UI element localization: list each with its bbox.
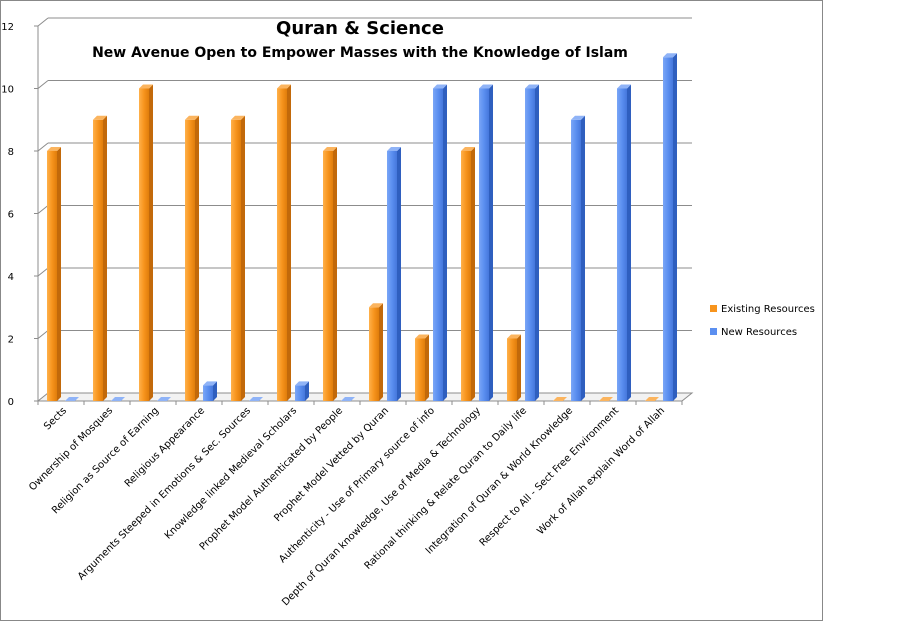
bar-top-0: [323, 147, 337, 151]
bar-0: [277, 88, 287, 401]
y-tick-label: 0: [8, 397, 14, 408]
bar-1: [295, 385, 305, 401]
bar-side-0: [333, 147, 337, 401]
y-tick-label: 8: [8, 147, 14, 158]
bar-side-1: [305, 381, 309, 401]
bar-top-0: [277, 84, 291, 89]
bar-side-0: [57, 147, 61, 401]
bar-top-0: [139, 84, 153, 89]
bar-side-0: [517, 334, 521, 401]
x-tick-label: Authenticity - Use of Primary source of …: [277, 405, 437, 565]
bar-top-1: [387, 147, 401, 151]
bar-side-0: [103, 115, 107, 401]
bar-side-0: [471, 147, 475, 401]
bar-0: [139, 88, 149, 401]
bar-side-0: [241, 115, 245, 401]
bar-top-1: [157, 397, 171, 401]
bar-top-0: [369, 303, 383, 308]
bar-side-1: [489, 84, 493, 401]
bar-0: [415, 338, 425, 401]
bar-top-0: [231, 115, 245, 120]
legend-label-new: New Resources: [721, 327, 797, 338]
bar-top-1: [341, 397, 355, 401]
chart-subtitle: New Avenue Open to Empower Masses with t…: [92, 45, 628, 61]
bar-0: [323, 151, 333, 401]
bar-side-0: [195, 115, 199, 401]
legend-swatch-new: [710, 328, 717, 335]
gridline-side: [37, 17, 49, 27]
bar-side-1: [627, 84, 631, 401]
x-tick-label: Ownership of Mosques: [27, 405, 115, 493]
x-tick-label: Sects: [42, 405, 69, 432]
bar-top-1: [617, 84, 631, 89]
bar-top-0: [507, 334, 521, 339]
bar-top-1: [479, 84, 493, 89]
bar-top-0: [93, 115, 107, 120]
bar-0: [507, 338, 517, 401]
bar-top-0: [553, 397, 567, 401]
bar-side-0: [425, 334, 429, 401]
gridline-side: [37, 142, 49, 152]
bar-top-0: [47, 147, 61, 151]
bar-1: [203, 385, 213, 401]
floor: [36, 392, 694, 402]
bar-top-1: [65, 397, 79, 401]
bar-top-0: [461, 147, 475, 151]
y-tick-label: 12: [1, 22, 14, 33]
bar-top-0: [645, 397, 659, 401]
bar-side-0: [149, 84, 153, 401]
bar-side-1: [535, 84, 539, 401]
y-tick-label: 4: [8, 272, 14, 283]
bar-1: [617, 88, 627, 401]
legend: Existing Resources New Resources: [710, 304, 815, 338]
bar-0: [93, 119, 103, 401]
bar-top-0: [185, 115, 199, 120]
bar-top-1: [433, 84, 447, 89]
bar-top-1: [571, 115, 585, 120]
x-tick-label: Religious Appearance: [123, 405, 207, 489]
bar-top-1: [525, 84, 539, 89]
y-tick-label: 6: [8, 210, 14, 221]
gridline-side: [37, 205, 49, 214]
legend-label-existing: Existing Resources: [721, 304, 815, 315]
bar-1: [433, 88, 443, 401]
chart-title: Quran & Science: [276, 18, 444, 39]
bar-top-1: [295, 381, 309, 386]
gridline-side: [37, 330, 49, 339]
bar-top-0: [415, 334, 429, 339]
bar-1: [525, 88, 535, 401]
bar-0: [369, 307, 379, 401]
bar-top-1: [203, 381, 217, 386]
bar-1: [387, 151, 397, 401]
bar-0: [231, 119, 241, 401]
gridline-side: [37, 80, 49, 89]
y-tick-label: 10: [1, 85, 14, 96]
bar-side-1: [581, 115, 585, 401]
bar-1: [479, 88, 489, 401]
x-tick-label: Arguments Steeped in Emotions & Sec. Sou…: [76, 405, 253, 582]
bar-0: [47, 151, 57, 401]
legend-swatch-existing: [710, 305, 717, 312]
bar-side-1: [397, 147, 401, 401]
bar-side-1: [443, 84, 447, 401]
bar-top-1: [663, 53, 677, 58]
bar-0: [461, 151, 471, 401]
bar-side-0: [379, 303, 383, 401]
bar-top-1: [249, 397, 263, 401]
bar-0: [185, 119, 195, 401]
bar-1: [663, 57, 673, 401]
bar-top-0: [599, 397, 613, 401]
bar-side-0: [287, 84, 291, 401]
bar-1: [571, 119, 581, 401]
bar-side-1: [673, 53, 677, 401]
bar-side-1: [213, 381, 217, 401]
y-tick-label: 2: [8, 335, 14, 346]
bar-top-1: [111, 397, 125, 401]
x-tick-label: Rational thinking & Relate Quran to Dail…: [363, 405, 530, 572]
gridline-side: [37, 267, 49, 277]
